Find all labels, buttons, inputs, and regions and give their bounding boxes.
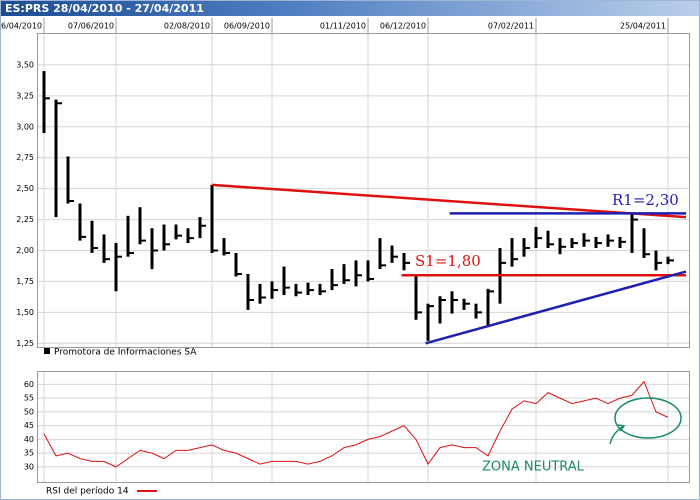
trend-line — [425, 270, 687, 345]
x-tick-label: 07/06/2010 — [68, 22, 114, 31]
x-tick-label: 02/08/2010 — [164, 22, 210, 31]
y-tick-label: 3,25 — [16, 91, 34, 100]
x-tick-label: 07/02/2011 — [488, 22, 534, 31]
legend-label: RSI del período 14 — [46, 487, 129, 497]
y-tick-label: 30 — [24, 462, 34, 471]
legend-swatch — [44, 348, 50, 354]
trend-label: R1=2,30 — [612, 191, 679, 209]
trend-line — [211, 183, 687, 219]
title-bar — [1, 1, 699, 16]
x-tick-label: 06/12/2010 — [380, 22, 426, 31]
x-tick-label: 01/11/2010 — [320, 22, 366, 31]
rsi-line — [43, 380, 669, 468]
y-tick-label: 40 — [24, 435, 34, 444]
legend-label: Promotora de Informaciones SA — [54, 348, 197, 358]
plot-layer: 1,25 1,50 1,75 2,00 2,25 2,50 2,75 3,00 3,25 3,50… — [0, 18, 689, 497]
y-tick-label: 35 — [24, 449, 34, 458]
x-tick-label: 06/09/2010 — [224, 22, 270, 31]
y-tick-label: 55 — [24, 394, 34, 403]
y-tick-label: 45 — [24, 421, 34, 430]
x-tick-label: 26/04/2010 — [0, 22, 42, 31]
rsi-panel — [37, 371, 690, 483]
y-tick-label: 3,50 — [16, 60, 34, 69]
y-tick-label: 2,50 — [16, 184, 34, 193]
y-tick-label: 50 — [24, 407, 34, 416]
annotation: ZONA NEUTRAL — [482, 460, 585, 475]
arrow — [609, 424, 626, 445]
price-panel — [37, 33, 690, 348]
y-tick-label: 1,75 — [16, 277, 34, 286]
y-tick-label: 1,50 — [16, 308, 34, 317]
y-tick-label: 2,75 — [16, 153, 34, 162]
x-tick-label: 25/04/2011 — [620, 22, 666, 31]
y-tick-label: 2,00 — [16, 246, 34, 255]
y-tick-label: 60 — [24, 380, 34, 389]
y-tick-label: 3,00 — [16, 122, 34, 131]
highlight-ellipse — [614, 397, 682, 439]
y-tick-label: 2,25 — [16, 215, 34, 224]
y-tick-label: 1,25 — [16, 339, 34, 348]
chart-title: ES:PRS 28/04/2010 - 27/04/2011 — [5, 2, 204, 15]
trend-label: S1=1,80 — [415, 252, 481, 270]
